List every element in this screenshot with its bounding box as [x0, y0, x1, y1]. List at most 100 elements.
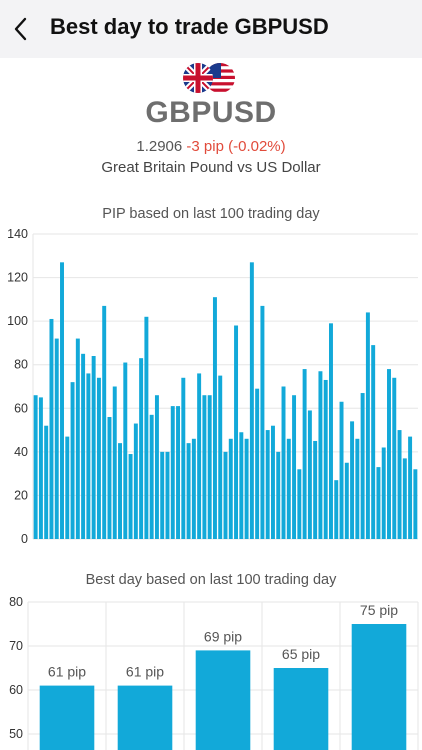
bar [144, 316, 149, 539]
bar [270, 425, 275, 539]
bar [297, 469, 302, 539]
bar [186, 443, 191, 539]
bar [117, 685, 173, 750]
bar [212, 297, 217, 539]
price-value: 1.2906 [136, 138, 183, 155]
bar [181, 377, 186, 539]
bar-value-label: 61 pip [126, 664, 164, 680]
bar [344, 462, 349, 539]
bar [239, 432, 244, 539]
bar [228, 438, 233, 539]
pip-chart: 0 20 40 60 80 100 120 140 [7, 227, 418, 546]
bestday-chart-title: Best day based on last 100 trading day [85, 572, 337, 588]
header: Best day to trade GBPUSD [0, 0, 422, 58]
bar [413, 469, 418, 539]
bar-value-label: 61 pip [48, 664, 86, 680]
bar [118, 443, 122, 539]
y-tick-label: 70 [9, 639, 23, 653]
bar [255, 388, 260, 539]
bar [397, 430, 402, 539]
pip-chart-title: PIP based on last 100 trading day [102, 206, 320, 222]
bar [381, 447, 386, 539]
currency-flags [183, 63, 235, 93]
bar [339, 401, 344, 539]
bar [329, 323, 333, 539]
bar [65, 436, 70, 539]
price-line: 1.2906 -3 pip (-0.02%) [0, 138, 422, 155]
bar [218, 375, 223, 539]
bar [350, 421, 355, 539]
uk-flag-icon [183, 63, 213, 93]
bar [313, 440, 318, 539]
bar [355, 438, 360, 539]
bar [323, 379, 328, 539]
bar [292, 395, 297, 539]
bar [112, 386, 117, 539]
price-change: -3 pip (-0.02%) [186, 138, 286, 155]
y-tick-label: 80 [14, 358, 28, 372]
bar [54, 338, 59, 539]
bar [371, 345, 376, 539]
bar [265, 430, 270, 539]
bar [91, 356, 96, 539]
bar [302, 369, 307, 539]
bar [133, 423, 138, 539]
y-tick-label: 0 [21, 532, 28, 546]
bar [128, 454, 133, 539]
bar [33, 395, 38, 539]
y-tick-label: 80 [9, 595, 23, 609]
bar [38, 397, 43, 539]
bar [70, 382, 75, 539]
bar [376, 467, 381, 539]
bar [197, 373, 202, 539]
bar [365, 312, 370, 539]
bar-value-label: 75 pip [360, 602, 398, 618]
bar [96, 377, 101, 539]
y-tick-label: 40 [14, 445, 28, 459]
bar [81, 353, 86, 539]
bar [207, 395, 212, 539]
bar [276, 451, 281, 539]
page-title: Best day to trade GBPUSD [50, 14, 329, 39]
pair-name: Great Britain Pound vs US Dollar [101, 159, 321, 176]
bar [402, 458, 407, 539]
bar [154, 395, 159, 539]
y-tick-label: 100 [7, 314, 28, 328]
bar [360, 393, 365, 539]
pair-symbol: GBPUSD [145, 96, 277, 129]
bar [176, 406, 181, 539]
bar [107, 417, 112, 539]
bar [273, 668, 329, 750]
y-tick-label: 50 [9, 727, 23, 741]
y-tick-label: 120 [7, 271, 28, 285]
bar [139, 358, 144, 539]
bar [86, 373, 91, 539]
bar [160, 451, 165, 539]
bar-value-label: 69 pip [204, 628, 242, 644]
bar [260, 305, 265, 539]
y-tick-label: 60 [9, 683, 23, 697]
bar [149, 414, 154, 539]
bar [244, 438, 249, 539]
bar [249, 262, 254, 539]
bar [39, 685, 95, 750]
bar-value-label: 65 pip [282, 646, 320, 662]
bar [202, 395, 207, 539]
bar [223, 451, 228, 539]
bar [392, 377, 397, 539]
bar [286, 438, 291, 539]
y-tick-label: 20 [14, 488, 28, 502]
bar [387, 369, 391, 539]
bar [195, 650, 251, 750]
chevron-left-icon[interactable] [6, 12, 38, 46]
bar [60, 262, 64, 539]
y-tick-label: 140 [7, 227, 28, 241]
bar [351, 624, 407, 750]
bar [44, 425, 49, 539]
bar [318, 371, 323, 539]
bar [102, 305, 107, 539]
bar [307, 410, 312, 539]
bar [170, 406, 175, 539]
bar [281, 386, 286, 539]
